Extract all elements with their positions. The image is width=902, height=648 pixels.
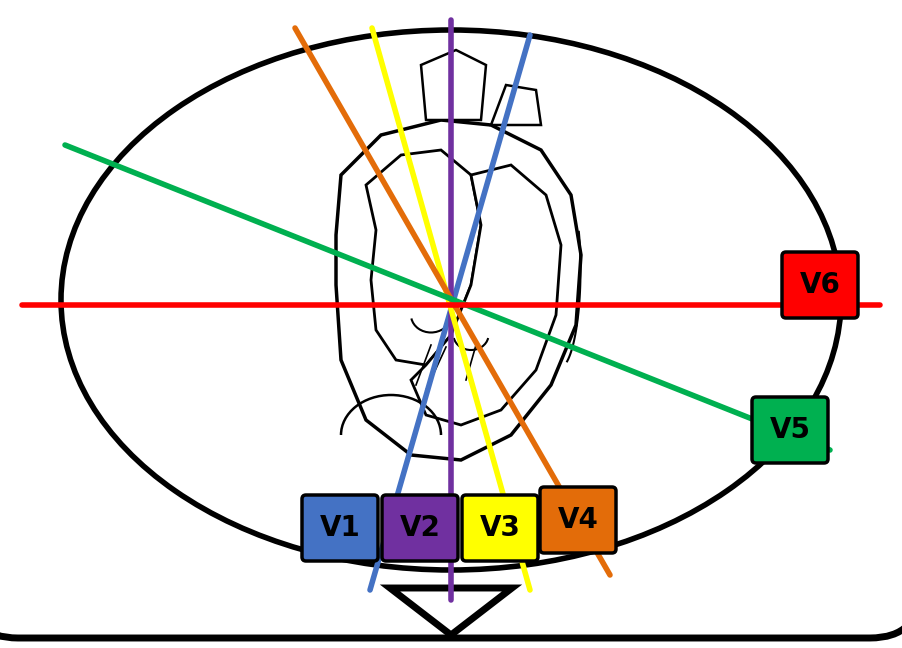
FancyBboxPatch shape (382, 495, 458, 561)
Text: V2: V2 (400, 514, 440, 542)
Text: V4: V4 (557, 506, 598, 534)
FancyBboxPatch shape (462, 495, 538, 561)
Text: V1: V1 (319, 514, 361, 542)
FancyBboxPatch shape (782, 252, 858, 318)
Text: V5: V5 (769, 416, 811, 444)
Polygon shape (421, 50, 486, 120)
FancyBboxPatch shape (752, 397, 828, 463)
Text: V6: V6 (799, 271, 841, 299)
Text: V3: V3 (480, 514, 520, 542)
Polygon shape (366, 150, 481, 365)
Polygon shape (336, 120, 581, 460)
Polygon shape (411, 165, 561, 425)
FancyBboxPatch shape (302, 495, 378, 561)
FancyBboxPatch shape (540, 487, 616, 553)
Polygon shape (491, 85, 541, 125)
Polygon shape (390, 588, 512, 635)
